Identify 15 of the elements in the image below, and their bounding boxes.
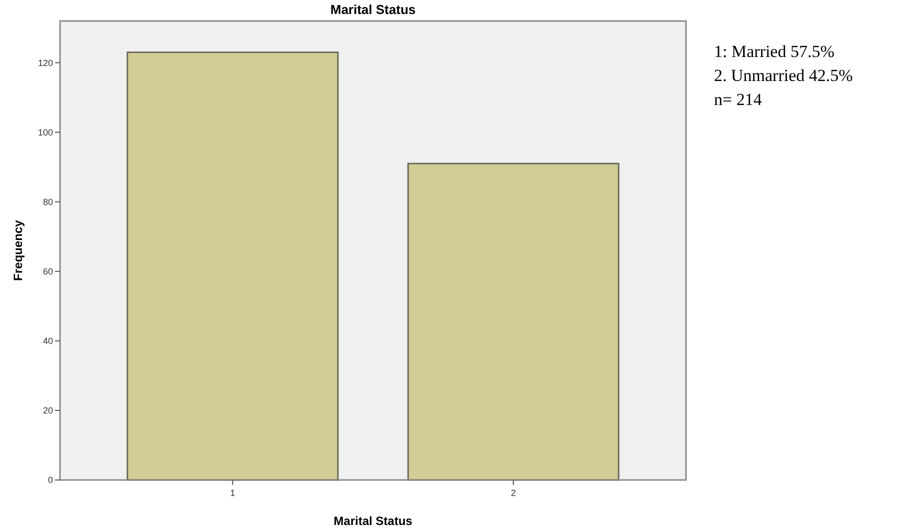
x-tick-label: 2 [510,488,516,498]
x-tick-label: 1 [230,488,236,498]
chart-title: Marital Status [330,2,416,17]
y-tick-label: 100 [38,127,53,138]
y-tick-label: 120 [38,58,53,68]
y-axis-title: Frequency [11,220,25,281]
y-tick-label: 0 [48,475,53,486]
y-tick-label: 40 [42,336,53,346]
text: n= 214 [714,90,762,109]
y-tick-label: 80 [42,196,53,207]
text: 2. Unmarried 42.5% [714,66,853,85]
x-axis-title: Marital Status [334,514,413,528]
y-tick-label: 20 [42,406,53,416]
y-tick-label: 60 [42,266,53,277]
text: 1: Married 57.5% [714,42,834,61]
